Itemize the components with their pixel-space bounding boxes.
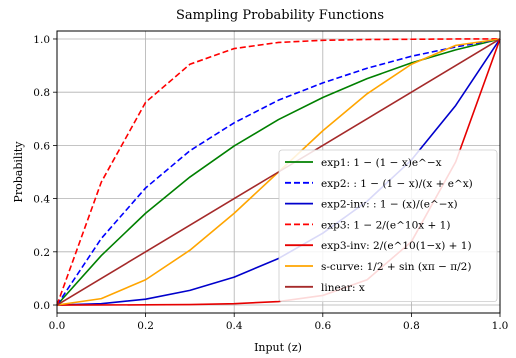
x-tick-label: 0.0 <box>49 320 66 332</box>
plot-frame <box>56 30 501 314</box>
legend-label-5: s-curve: 1/2 + sin (xπ − π/2) <box>321 261 471 273</box>
y-tick-label: 0.8 <box>33 87 50 99</box>
y-axis: 0.0 0.2 0.4 0.6 0.8 1.0 <box>33 34 57 312</box>
y-tick-label: 1.0 <box>33 34 50 46</box>
series-line-2 <box>56 38 501 306</box>
x-tick-label: 0.2 <box>137 320 154 332</box>
series-layer <box>56 38 501 306</box>
legend: exp1: 1 − (1 − x)e^−x exp2: : 1 − (1 − x)… <box>278 149 498 303</box>
x-tick-label: 0.6 <box>314 320 331 332</box>
legend-label-4: exp3-inv: 2/(e^10(1−x) + 1) <box>321 240 472 252</box>
series-line-1 <box>56 38 501 306</box>
legend-label-2: exp2-inv: : 1 − (x)/(e^−x) <box>321 199 458 211</box>
x-tick-label: 0.4 <box>226 320 243 332</box>
series-line-3 <box>56 38 500 306</box>
x-tick-label: 0.8 <box>403 320 420 332</box>
legend-label-6: linear: x <box>321 282 365 294</box>
legend-label-1: exp2: : 1 − (1 − x)/(x + e^x) <box>321 178 473 190</box>
y-tick-label: 0.4 <box>33 194 50 206</box>
y-tick-label: 0.0 <box>33 300 50 312</box>
x-tick-label: 1.0 <box>492 320 509 332</box>
chart-title: Sampling Probability Functions <box>176 8 384 23</box>
legend-box <box>278 149 498 303</box>
x-axis-label: Input (z) <box>254 341 302 354</box>
y-axis-label: Probability <box>12 141 25 203</box>
y-tick-label: 0.2 <box>33 247 50 259</box>
legend-label-3: exp3: 1 − 2/(e^10x + 1) <box>321 219 450 231</box>
y-tick-label: 0.6 <box>33 140 50 152</box>
series-line-6 <box>56 38 501 306</box>
legend-label-0: exp1: 1 − (1 − x)e^−x <box>321 157 442 169</box>
x-axis: 0.0 0.2 0.4 0.6 0.8 1.0 <box>49 313 509 332</box>
